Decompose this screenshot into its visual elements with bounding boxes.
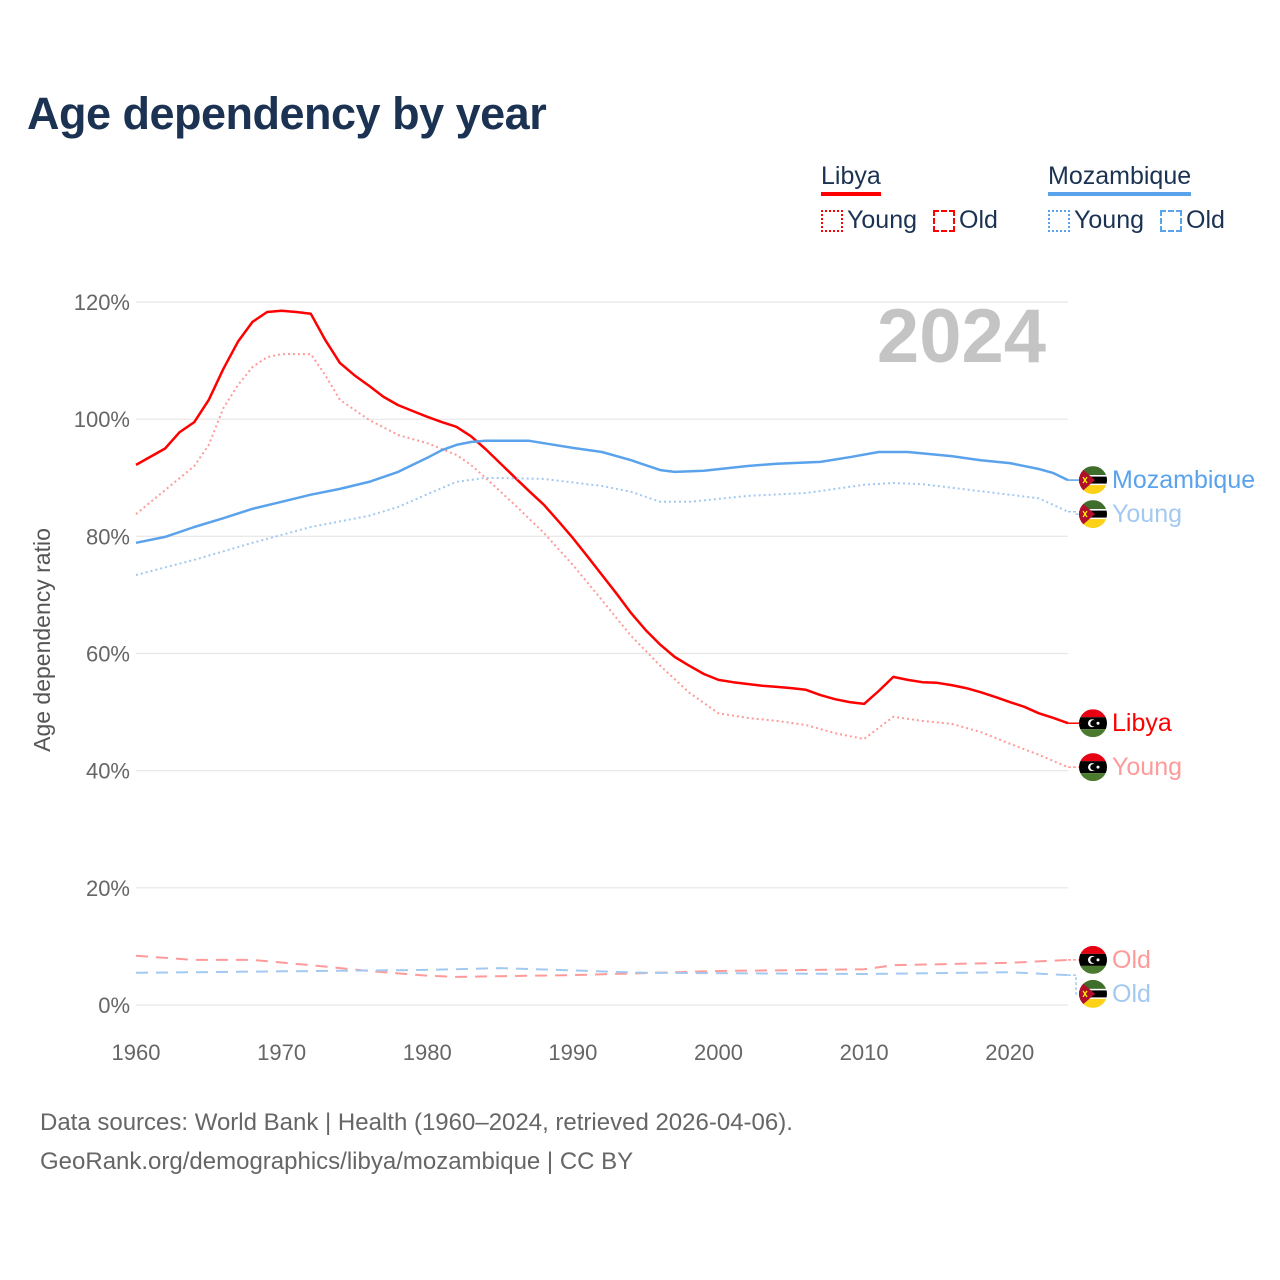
series-line-mozambique-young	[135, 476, 1069, 576]
legend-libya: Libya Young Old	[821, 162, 998, 235]
x-tick-label: 2000	[694, 1040, 743, 1065]
y-tick-label: 120%	[74, 290, 130, 315]
flag-body	[1079, 945, 1107, 974]
flag-libya-icon	[1079, 945, 1107, 974]
flag-stripe	[1079, 965, 1107, 974]
flag-body	[1079, 466, 1107, 495]
y-tick-label: 0%	[98, 993, 130, 1018]
flag-triangle	[1079, 979, 1095, 1008]
flag-mozambique-icon	[1079, 979, 1107, 1008]
flag-stripe	[1079, 753, 1107, 762]
y-tick-label: 20%	[86, 876, 130, 901]
dashed-swatch-icon	[933, 209, 955, 232]
y-tick-label: 40%	[86, 759, 130, 784]
legend-item-libya-old[interactable]: Old	[933, 206, 998, 235]
flag-stripe	[1079, 998, 1107, 1008]
legend-mozambique: Mozambique Young Old	[1048, 162, 1225, 235]
series-line-mozambique-old	[135, 967, 1069, 977]
end-label: Libya	[1112, 709, 1172, 737]
year-badge: 2024	[877, 294, 1046, 379]
dotted-swatch-icon	[1048, 209, 1070, 232]
dashed-swatch-icon	[1160, 209, 1182, 232]
flag-triangle	[1079, 466, 1095, 495]
x-tick-label: 1960	[112, 1040, 161, 1065]
series-line-libya-old	[135, 954, 1069, 978]
end-label: Old	[1112, 980, 1151, 1008]
legend-country-libya: Libya	[821, 162, 881, 196]
flag-libya-icon	[1079, 709, 1107, 738]
label-connector	[1068, 510, 1080, 515]
gridlines: 0% 20% 40% 60% 80% 100% 120% 1960 1970 1980 1990 20…	[74, 290, 1068, 1065]
flag-stripe	[1079, 773, 1107, 782]
y-axis-label: Age dependency ratio	[29, 528, 55, 752]
end-label: Young	[1112, 500, 1182, 528]
flag-body	[1079, 753, 1107, 782]
x-tick-label: 2020	[985, 1040, 1034, 1065]
legend-label: Old	[1186, 206, 1225, 234]
end-label: Old	[1112, 946, 1151, 974]
legend-label: Young	[847, 206, 917, 234]
emblem	[1082, 990, 1088, 998]
star	[1096, 958, 1100, 962]
legend-item-libya-young[interactable]: Young	[821, 206, 917, 235]
end-label: Mozambique	[1112, 466, 1255, 494]
series-line-libya	[135, 309, 1069, 725]
star	[1096, 765, 1100, 769]
footer-credit[interactable]: GeoRank.org/demographics/libya/mozambiqu…	[40, 1148, 634, 1175]
flag-stripe	[1079, 709, 1107, 718]
footer-source: Data sources: World Bank | Health (1960–…	[40, 1109, 793, 1136]
legend-label: Young	[1074, 206, 1144, 234]
flag-mozambique-icon	[1079, 500, 1107, 529]
x-tick-label: 2010	[840, 1040, 889, 1065]
dotted-swatch-icon	[821, 209, 843, 232]
y-tick-label: 80%	[86, 524, 130, 549]
end-label: Young	[1112, 753, 1182, 781]
y-tick-label: 60%	[86, 642, 130, 667]
flag-stripe	[1079, 485, 1107, 495]
flag-stripe	[1079, 500, 1107, 510]
emblem	[1082, 476, 1088, 484]
star	[1096, 721, 1100, 725]
legend-label: Old	[959, 206, 998, 234]
flag-stripe	[1079, 466, 1107, 476]
x-tick-label: 1990	[548, 1040, 597, 1065]
flag-body	[1079, 709, 1107, 738]
crescent-cut	[1090, 720, 1097, 727]
flag-stripe	[1079, 979, 1107, 989]
flag-stripe	[1079, 519, 1107, 529]
flag-body	[1079, 979, 1107, 1008]
crescent-cut	[1090, 956, 1097, 964]
flag-libya-icon	[1079, 753, 1107, 782]
label-connector	[1068, 974, 1080, 995]
legend-country-mozambique: Mozambique	[1048, 162, 1192, 196]
flag-triangle	[1079, 500, 1095, 529]
x-tick-label: 1980	[403, 1040, 452, 1065]
end-labels: Mozambique Young Libya Young Old Old	[1068, 466, 1255, 1008]
emblem	[1082, 510, 1088, 518]
x-tick-label: 1970	[257, 1040, 306, 1065]
flag-body	[1079, 500, 1107, 529]
legend-item-mozambique-young[interactable]: Young	[1048, 206, 1144, 235]
flag-stripe	[1079, 729, 1107, 738]
legend-item-mozambique-old[interactable]: Old	[1160, 206, 1225, 235]
series-lines	[135, 309, 1069, 978]
crescent-cut	[1090, 763, 1097, 771]
y-tick-label: 100%	[74, 407, 130, 432]
chart-title: Age dependency by year	[27, 88, 547, 139]
series-line-mozambique	[135, 439, 1069, 545]
series-line-libya-young	[135, 353, 1069, 769]
flag-mozambique-icon	[1079, 466, 1107, 495]
flag-stripe	[1079, 945, 1107, 954]
